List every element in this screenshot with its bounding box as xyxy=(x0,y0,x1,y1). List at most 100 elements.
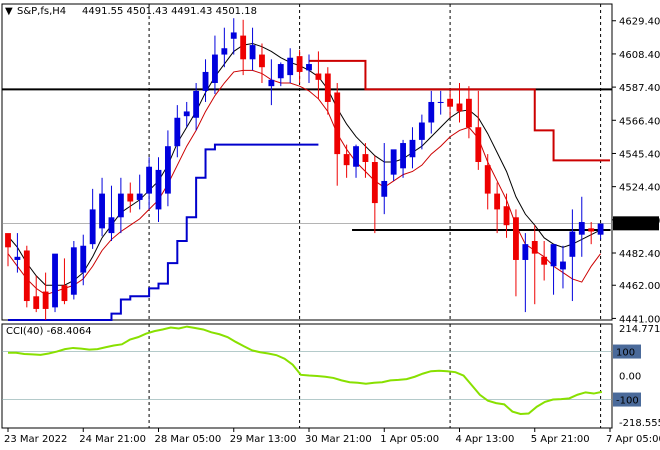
price-panel-frame xyxy=(1,3,613,321)
candle-body xyxy=(324,73,331,102)
candle-body xyxy=(136,193,143,200)
price-tick-label: 4462.00 xyxy=(619,281,660,292)
candle-body xyxy=(390,149,397,175)
ohlc-readout: 4491.55 4501.43 4491.43 4501.18 xyxy=(82,6,257,17)
candle-body xyxy=(569,231,576,257)
cci-tick-label: 214.7718 xyxy=(619,324,660,335)
black-moving-average xyxy=(7,42,601,286)
chart-header: ▼ S&P,fs,H4 4491.55 4501.43 4491.43 4501… xyxy=(5,6,257,17)
candle-body xyxy=(42,291,49,309)
candle-body xyxy=(240,35,247,60)
cci-tick-label: -100 xyxy=(616,396,639,407)
candle-body xyxy=(287,57,294,76)
candle-body xyxy=(155,169,162,210)
candle-body xyxy=(371,162,378,204)
candle-body xyxy=(61,285,68,302)
time-tick-label: 7 Apr 05:00 xyxy=(606,434,660,445)
red-step-line xyxy=(309,59,610,162)
candle-body xyxy=(522,244,529,260)
candle-body xyxy=(202,71,209,91)
candle-body xyxy=(409,139,416,158)
candle-body xyxy=(475,127,482,162)
candle-body xyxy=(315,73,322,80)
time-tick-label: 5 Apr 21:00 xyxy=(531,434,590,445)
candle-body xyxy=(268,79,275,87)
price-tick-label: 4441.00 xyxy=(619,314,660,325)
symbol-label: S&P,fs,H4 xyxy=(17,6,66,17)
candle-body xyxy=(381,180,388,197)
cci-layer xyxy=(2,325,612,415)
candle-body xyxy=(503,206,510,226)
price-tick-label: 4629.40 xyxy=(619,17,660,28)
candle-body xyxy=(353,146,359,167)
price-tick-label: 4545.40 xyxy=(619,149,660,160)
time-tick-label: 4 Apr 13:00 xyxy=(456,434,515,445)
cci-line xyxy=(8,325,603,415)
cci-panel-frame xyxy=(1,323,613,429)
overlay-layer xyxy=(2,42,613,321)
candle-body xyxy=(108,217,115,234)
candle-body xyxy=(5,233,11,248)
candle-body xyxy=(428,101,435,123)
price-tick-label: 4566.40 xyxy=(619,116,660,127)
cci-label: CCI(40) -68.4064 xyxy=(6,326,92,337)
candle-body xyxy=(52,253,58,308)
grid-layer xyxy=(1,3,613,429)
candle-body xyxy=(531,241,538,254)
blue-step-line xyxy=(8,143,319,321)
time-tick-label: 30 Mar 21:00 xyxy=(305,434,372,445)
candle-body xyxy=(334,92,341,155)
candle-body xyxy=(33,296,40,309)
candle-body xyxy=(588,228,595,232)
candle-body xyxy=(249,45,256,60)
candle-body xyxy=(296,56,303,72)
current-price-box xyxy=(613,216,659,231)
axis-layer: 4629.40 4608.40 4587.40 4566.40 4545.40 4524.… xyxy=(4,17,660,445)
time-tick-label: 28 Mar 05:00 xyxy=(155,434,222,445)
cci-level-box xyxy=(613,392,641,407)
candle-body xyxy=(146,166,153,194)
time-tick-label: 23 Mar 2022 xyxy=(4,434,67,445)
current-price-label: 4501.18 xyxy=(618,219,659,230)
candle-body xyxy=(89,209,96,245)
candle-body xyxy=(597,223,604,235)
cci-tick-label: 100 xyxy=(616,348,635,359)
candle-body xyxy=(193,90,200,118)
candle-body xyxy=(513,217,519,260)
candle-body xyxy=(212,54,218,83)
candle-body xyxy=(494,193,501,210)
time-tick-label: 1 Apr 05:00 xyxy=(380,434,439,445)
red-moving-average xyxy=(7,69,601,296)
candle-body xyxy=(259,54,265,68)
candle-body xyxy=(456,103,463,112)
time-tick-label: 24 Mar 21:00 xyxy=(79,434,146,445)
candle-body xyxy=(578,222,585,235)
candle-body xyxy=(164,146,171,194)
candle-body xyxy=(23,250,30,302)
cci-level-box xyxy=(613,344,641,359)
candle-body xyxy=(70,247,77,295)
time-tick-label: 29 Mar 13:00 xyxy=(230,434,297,445)
candle-body xyxy=(400,143,406,169)
header-triangle-icon[interactable]: ▼ xyxy=(5,6,13,17)
candle-body xyxy=(117,193,124,218)
candle-body xyxy=(484,165,491,194)
candle-body xyxy=(418,122,425,140)
candle-body xyxy=(127,193,134,202)
candle-body xyxy=(560,261,566,270)
candle-body xyxy=(362,154,369,162)
candle-body xyxy=(183,111,190,117)
candle-body xyxy=(230,32,237,39)
price-tick-label: 4482.40 xyxy=(619,249,660,260)
price-tick-label: 4524.40 xyxy=(619,183,660,194)
cci-header: CCI(40) -68.4064 xyxy=(6,326,92,337)
candle-body xyxy=(99,193,105,229)
price-tick-label: 4587.40 xyxy=(619,83,660,94)
candle-body xyxy=(541,256,548,265)
price-tick-label: 4608.40 xyxy=(619,50,660,61)
candle-body xyxy=(465,98,472,128)
candle-body xyxy=(343,154,350,166)
candle-layer xyxy=(5,18,604,320)
candle-body xyxy=(14,256,21,260)
